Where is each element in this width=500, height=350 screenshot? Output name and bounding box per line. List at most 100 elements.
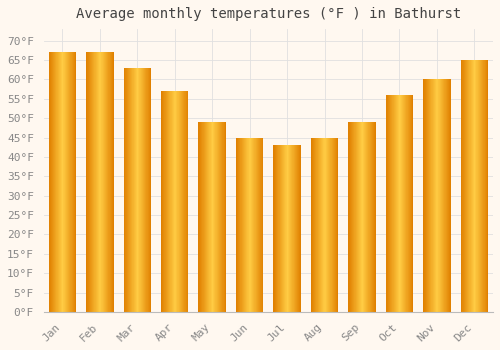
Bar [461,60,462,312]
Bar [327,138,328,312]
Title: Average monthly temperatures (°F ) in Bathurst: Average monthly temperatures (°F ) in Ba… [76,7,461,21]
Bar [128,68,129,312]
Bar [290,145,291,312]
Bar [109,52,110,312]
Bar [481,60,482,312]
Bar [207,122,208,312]
Bar [364,122,365,312]
Bar [216,122,217,312]
Bar [372,122,373,312]
Bar [428,79,429,312]
Bar [322,138,323,312]
Bar [337,138,338,312]
Bar [169,91,170,312]
Bar [255,138,256,312]
Bar [278,145,279,312]
Bar [126,68,127,312]
Bar [389,95,390,312]
Bar [433,79,434,312]
Bar [447,79,448,312]
Bar [438,79,439,312]
Bar [348,122,349,312]
Bar [129,68,130,312]
Bar [335,138,336,312]
Bar [73,52,74,312]
Bar [246,138,247,312]
Bar [92,52,93,312]
Bar [329,138,330,312]
Bar [314,138,315,312]
Bar [460,60,462,312]
Bar [462,60,463,312]
Bar [412,95,413,312]
Bar [139,68,140,312]
Bar [254,138,255,312]
Bar [391,95,392,312]
Bar [361,122,362,312]
Bar [396,95,398,312]
Bar [217,122,218,312]
Bar [256,138,257,312]
Bar [209,122,210,312]
Bar [225,122,226,312]
Bar [53,52,54,312]
Bar [108,52,109,312]
Bar [97,52,98,312]
Bar [244,138,245,312]
Bar [295,145,296,312]
Bar [150,68,151,312]
Bar [70,52,71,312]
Bar [311,138,312,312]
Bar [285,145,286,312]
Bar [279,145,280,312]
Bar [64,52,65,312]
Bar [387,95,388,312]
Bar [282,145,283,312]
Bar [105,52,106,312]
Bar [138,68,139,312]
Bar [59,52,60,312]
Bar [373,122,374,312]
Bar [336,138,337,312]
Bar [202,122,203,312]
Bar [325,138,326,312]
Bar [275,145,276,312]
Bar [436,79,437,312]
Bar [86,52,87,312]
Bar [258,138,259,312]
Bar [313,138,314,312]
Bar [259,138,260,312]
Bar [287,145,288,312]
Bar [136,68,137,312]
Bar [161,91,162,312]
Bar [65,52,66,312]
Bar [204,122,205,312]
Bar [95,52,96,312]
Bar [101,52,102,312]
Bar [434,79,436,312]
Bar [141,68,142,312]
Bar [486,60,488,312]
Bar [61,52,62,312]
Bar [360,122,361,312]
Bar [57,52,58,312]
Bar [470,60,471,312]
Bar [167,91,168,312]
Bar [469,60,470,312]
Bar [172,91,173,312]
Bar [94,52,95,312]
Bar [311,138,312,312]
Bar [407,95,408,312]
Bar [211,122,212,312]
Bar [250,138,252,312]
Bar [164,91,165,312]
Bar [296,145,297,312]
Bar [410,95,411,312]
Bar [182,91,183,312]
Bar [49,52,50,312]
Bar [219,122,220,312]
Bar [240,138,241,312]
Bar [406,95,407,312]
Bar [148,68,149,312]
Bar [446,79,447,312]
